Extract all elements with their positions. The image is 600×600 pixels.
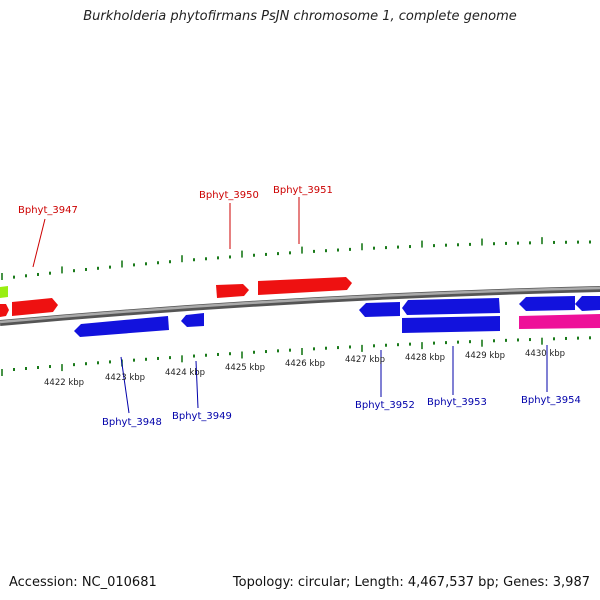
- gene-feature-bphyt-3954a[interactable]: [519, 296, 575, 311]
- accession-text: Accession: NC_010681: [9, 575, 157, 590]
- gene-feature-bphyt-3953[interactable]: [402, 316, 500, 333]
- map-title: Burkholderia phytofirmans PsJN chromosom…: [83, 9, 517, 24]
- genome-summary-text: Topology: circular; Length: 4,467,537 bp…: [232, 575, 590, 590]
- gene-feature-bphyt-3946[interactable]: [0, 304, 9, 317]
- gene-feature-bphyt-3948[interactable]: [74, 316, 169, 337]
- outer-tick-ring: [1, 237, 591, 280]
- gene-feature-bphyt-3952b[interactable]: [402, 298, 500, 315]
- gene-label-bphyt-3950: Bphyt_3950: [199, 190, 259, 201]
- gene-label-bphyt-3951: Bphyt_3951: [273, 185, 333, 196]
- gene-label-bphyt-3949: Bphyt_3949: [172, 411, 232, 422]
- gene-feature-bphyt-3947[interactable]: [12, 298, 58, 316]
- gene-label-bphyt-3954: Bphyt_3954: [521, 395, 581, 406]
- gene-label-bphyt-3952: Bphyt_3952: [355, 400, 415, 411]
- tick-label: 4424 kbp: [165, 368, 205, 378]
- gene-feature-bphyt-3950[interactable]: [216, 284, 249, 298]
- tick-label: 4430 kbp: [525, 349, 565, 359]
- tick-label: 4425 kbp: [225, 363, 265, 373]
- gene-feature-bphyt-3952a[interactable]: [359, 302, 400, 317]
- chromosome-backbone: [0, 286, 600, 326]
- gene-label-bphyt-3948: Bphyt_3948: [102, 417, 162, 428]
- gene-label-bphyt-3947: Bphyt_3947: [18, 205, 78, 216]
- gene-label-leaders: [32, 197, 548, 414]
- tick-label: 4426 kbp: [285, 359, 325, 369]
- tick-label: 4427 kbp: [345, 355, 385, 365]
- tick-label: 4422 kbp: [44, 378, 84, 388]
- chromosome-backbone-highlight: [0, 286, 600, 324]
- gene-label-bphyt-3953: Bphyt_3953: [427, 397, 487, 408]
- tick-label: 4428 kbp: [405, 353, 445, 363]
- tick-label: 4423 kbp: [105, 373, 145, 383]
- gene-feature-pink[interactable]: [519, 314, 600, 329]
- gene-feature-bphyt-3951[interactable]: [258, 277, 352, 295]
- tick-label: 4429 kbp: [465, 351, 505, 361]
- gene-feature-bphyt-3949[interactable]: [181, 313, 204, 327]
- gene-feature-bphyt-3954b[interactable]: [575, 296, 600, 311]
- gene-feature-green[interactable]: [0, 286, 8, 298]
- inner-tick-ring: [1, 336, 591, 376]
